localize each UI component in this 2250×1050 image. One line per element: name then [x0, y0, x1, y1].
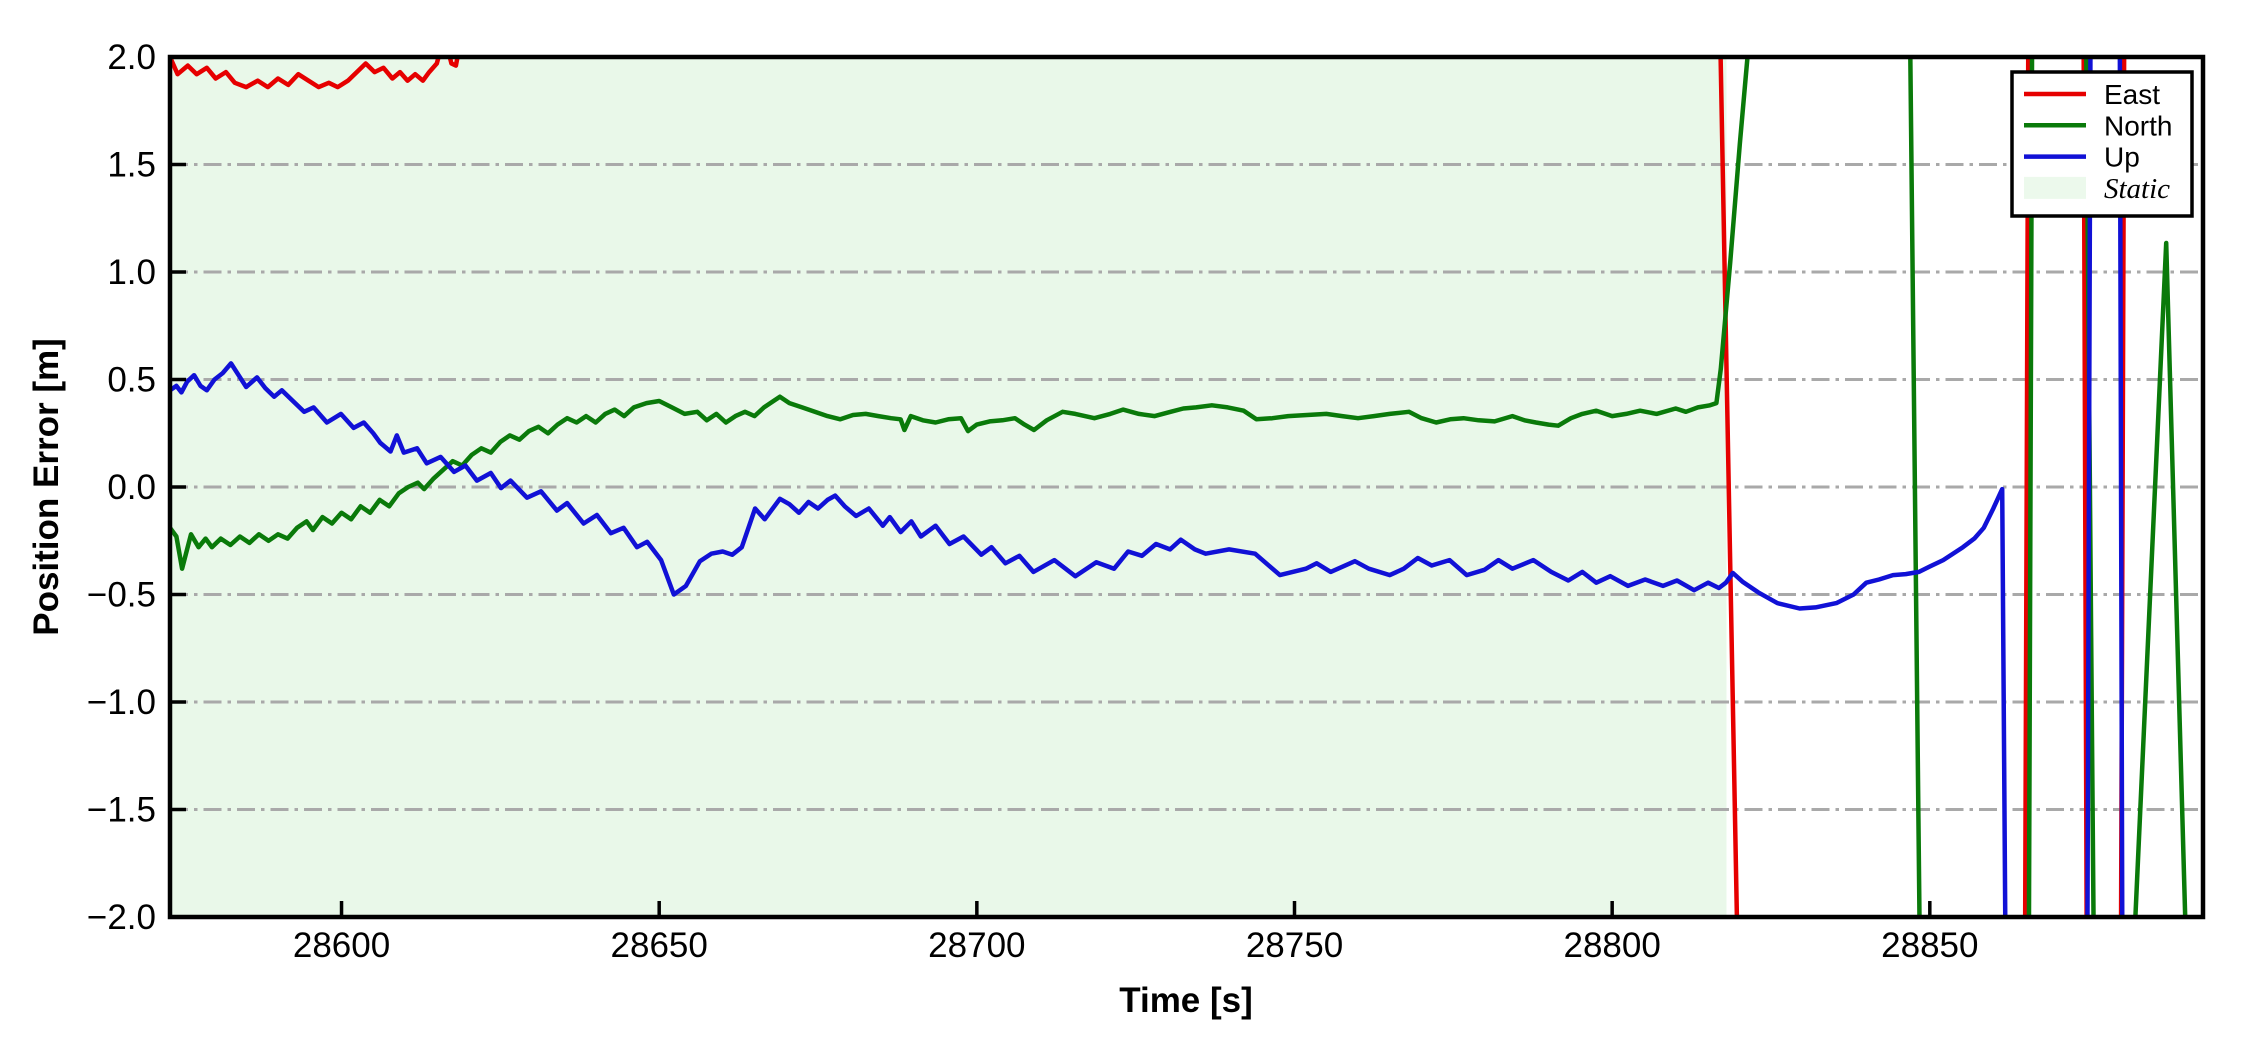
- y-tick-label: −0.5: [87, 576, 156, 615]
- y-tick-label: 0.0: [107, 468, 156, 507]
- tick-labels: 28600 28650 28700 28750 28800 28850 2.0 1.5 1.0 0…: [87, 38, 1979, 965]
- legend-label-north: North: [2104, 110, 2172, 141]
- x-tick-label: 28600: [293, 926, 390, 965]
- legend-label-east: East: [2104, 79, 2160, 110]
- x-axis-label: Time [s]: [1119, 981, 1253, 1020]
- legend-swatch-static: [2024, 176, 2086, 199]
- series-line-east: [170, 57, 2127, 917]
- series-layer: [170, 57, 2188, 917]
- series-line-up: [170, 57, 2125, 917]
- y-axis-label: Position Error [m]: [27, 338, 66, 636]
- y-tick-label: −1.5: [87, 791, 156, 830]
- x-tick-label: 28650: [611, 926, 708, 965]
- x-tick-label: 28750: [1246, 926, 1343, 965]
- y-tick-label: 1.5: [107, 146, 156, 185]
- y-tick-label: −2.0: [87, 898, 156, 937]
- legend-label-up: Up: [2104, 142, 2140, 173]
- x-tick-label: 28700: [928, 926, 1025, 965]
- y-tick-label: 1.0: [107, 253, 156, 292]
- axis-ticks: [170, 55, 1932, 919]
- gridlines: [170, 163, 2203, 811]
- y-tick-label: −1.0: [87, 683, 156, 722]
- y-tick-label: 2.0: [107, 38, 156, 77]
- series-line-north: [170, 57, 2188, 917]
- x-tick-label: 28800: [1563, 926, 1660, 965]
- legend-label-static: Static: [2104, 173, 2170, 205]
- y-tick-label: 0.5: [107, 361, 156, 400]
- x-tick-label: 28850: [1881, 926, 1978, 965]
